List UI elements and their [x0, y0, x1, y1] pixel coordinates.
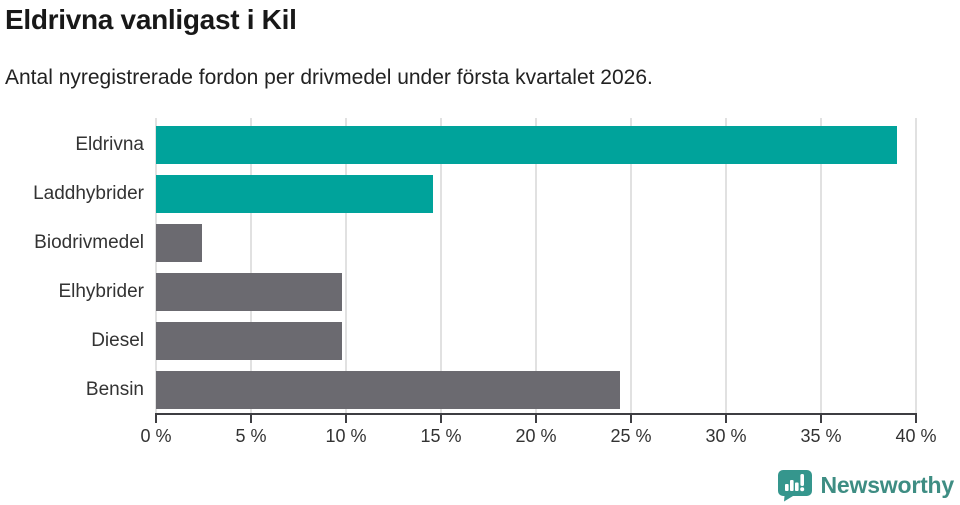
bar	[156, 322, 343, 361]
gridline	[250, 118, 252, 413]
x-axis-ticks: 0 % 5 % 10 % 15 % 20 % 25 % 30 % 35 % 40 %	[140, 118, 937, 446]
bar-row: Biodrivmedel	[34, 218, 916, 267]
bar-row: Bensin	[86, 366, 916, 415]
x-axis-tick-label: 40 %	[895, 426, 937, 446]
category-label: Eldrivna	[75, 133, 144, 155]
bar	[156, 371, 620, 410]
bar	[156, 223, 202, 262]
bar-rows: Eldrivna Laddhybrider Biodrivmedel Elhybrid…	[33, 120, 916, 415]
x-axis-tick-label: 25 %	[610, 426, 652, 446]
gridline	[345, 118, 347, 413]
gridline	[155, 118, 157, 413]
x-axis-tick	[250, 413, 252, 423]
x-axis-tick-label: 10 %	[325, 426, 367, 446]
x-axis-tick	[535, 413, 537, 423]
brand-name: Newsworthy	[820, 472, 955, 498]
category-label: Diesel	[91, 330, 144, 352]
chart-subtitle: Antal nyregistrerade fordon per drivmede…	[5, 66, 653, 89]
gridlines	[155, 118, 917, 413]
category-label: Elhybrider	[58, 281, 144, 303]
gridline	[725, 118, 727, 413]
bar	[156, 125, 897, 164]
gridline	[440, 118, 442, 413]
x-axis-tick	[155, 413, 157, 423]
x-axis-tick-label: 5 %	[235, 426, 267, 446]
bar-row: Eldrivna	[75, 120, 916, 169]
bar-row: Laddhybrider	[33, 169, 916, 218]
x-axis-tick	[630, 413, 632, 423]
x-axis-tick-label: 35 %	[800, 426, 842, 446]
chart-title: Eldrivna vanligast i Kil	[5, 4, 297, 35]
category-label: Bensin	[85, 379, 144, 401]
x-axis-tick	[915, 413, 917, 423]
bar-row: Elhybrider	[58, 268, 916, 317]
bar-row: Diesel	[91, 317, 916, 366]
x-axis-tick-label: 30 %	[705, 426, 747, 446]
category-label: Laddhybrider	[33, 182, 144, 204]
gridline	[820, 118, 822, 413]
newsworthy-logo: Newsworthy	[777, 469, 954, 502]
newsworthy-bubble-chart-icon	[777, 469, 813, 502]
x-axis-tick	[440, 413, 442, 423]
x-axis-tick-label: 20 %	[515, 426, 557, 446]
x-axis-tick-label: 0 %	[140, 426, 172, 446]
gridline	[915, 118, 917, 413]
category-label: Biodrivmedel	[34, 231, 144, 253]
x-axis-tick	[725, 413, 727, 423]
bar	[156, 273, 343, 312]
gridline	[535, 118, 537, 413]
bar	[156, 174, 434, 213]
x-axis-tick	[820, 413, 822, 423]
x-axis-tick	[345, 413, 347, 423]
gridline	[630, 118, 632, 413]
x-axis-tick-label: 15 %	[420, 426, 462, 446]
bar-chart-plot: Eldrivna Laddhybrider Biodrivmedel Elhybrid…	[33, 118, 937, 446]
